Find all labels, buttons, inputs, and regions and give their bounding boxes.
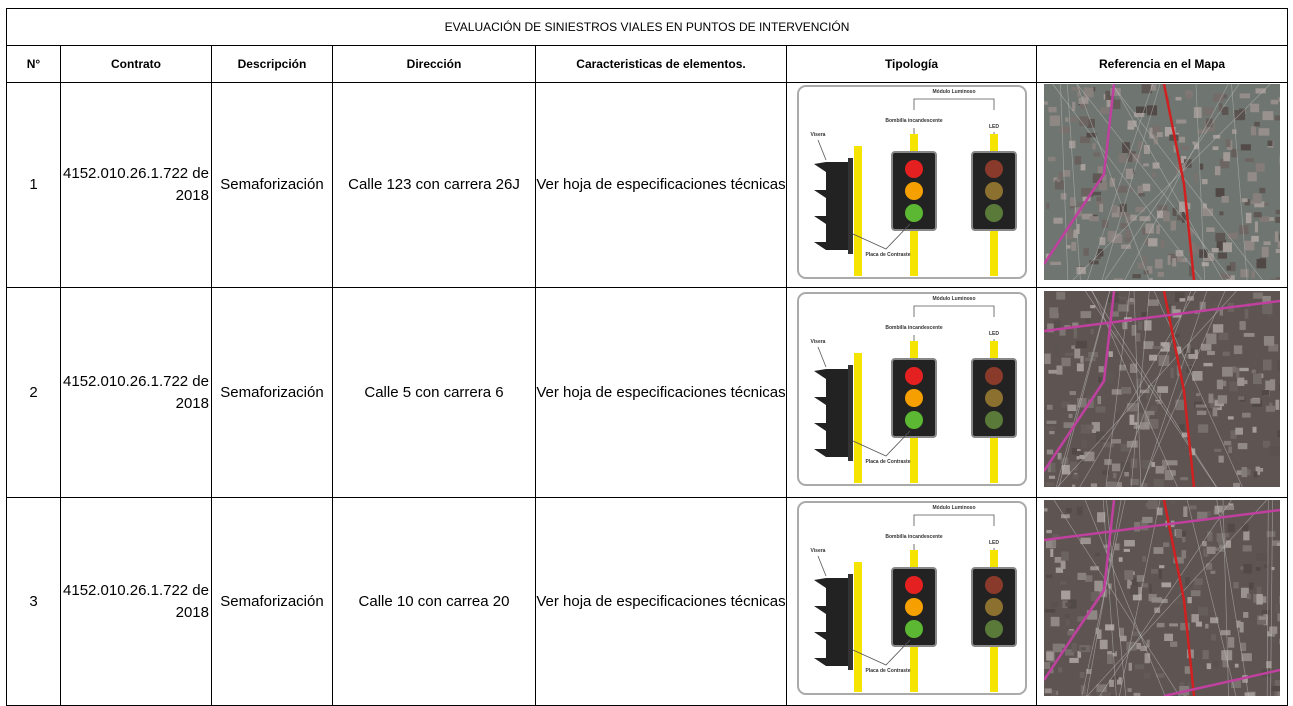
contract: 4152.010.26.1.722 de 2018: [61, 288, 212, 498]
traffic-light-diagram: Módulo Luminoso Bombilla incandescente L…: [796, 291, 1028, 487]
column-header: Contrato: [61, 46, 212, 83]
diagram-label: Bombilla incandescente: [885, 118, 942, 124]
map-image: [1044, 84, 1280, 280]
diagram-label: Bombilla incandescente: [885, 534, 942, 540]
diagram-label: Visera: [810, 548, 825, 554]
typology-cell: Módulo Luminoso Bombilla incandescente L…: [787, 498, 1037, 706]
diagram-label: Visera: [810, 132, 825, 138]
typology-cell: Módulo Luminoso Bombilla incandescente L…: [787, 83, 1037, 288]
diagram-label: Placa de Contraste: [865, 668, 910, 674]
column-header: Tipología: [787, 46, 1037, 83]
column-header: N°: [7, 46, 61, 83]
diagram-label: Bombilla incandescente: [885, 325, 942, 331]
map-image: [1044, 291, 1280, 487]
row-number: 1: [7, 83, 61, 288]
characteristics: Ver hoja de especificaciones técnicas: [536, 288, 787, 498]
diagram-label: Módulo Luminoso: [932, 296, 975, 302]
map-cell: [1037, 83, 1288, 288]
address: Calle 123 con carrera 26J: [333, 83, 536, 288]
contract: 4152.010.26.1.722 de 2018: [61, 498, 212, 706]
column-header: Dirección: [333, 46, 536, 83]
row-number: 2: [7, 288, 61, 498]
map-image: [1044, 500, 1280, 696]
characteristics: Ver hoja de especificaciones técnicas: [536, 83, 787, 288]
description: Semaforización: [212, 498, 333, 706]
diagram-label: Módulo Luminoso: [932, 505, 975, 511]
diagram-label: LED: [989, 124, 999, 130]
address: Calle 5 con carrera 6: [333, 288, 536, 498]
traffic-light-diagram: Módulo Luminoso Bombilla incandescente L…: [796, 500, 1028, 696]
table-title: EVALUACIÓN DE SINIESTROS VIALES EN PUNTO…: [7, 9, 1288, 46]
diagram-label: Placa de Contraste: [865, 459, 910, 465]
column-header: Caracteristicas de elementos.: [536, 46, 787, 83]
column-header: Descripción: [212, 46, 333, 83]
diagram-label: Módulo Luminoso: [932, 89, 975, 95]
diagram-label: Visera: [810, 339, 825, 345]
diagram-label: LED: [989, 540, 999, 546]
contract: 4152.010.26.1.722 de 2018: [61, 83, 212, 288]
description: Semaforización: [212, 83, 333, 288]
column-header: Referencia en el Mapa: [1037, 46, 1288, 83]
characteristics: Ver hoja de especificaciones técnicas: [536, 498, 787, 706]
map-cell: [1037, 498, 1288, 706]
description: Semaforización: [212, 288, 333, 498]
table: EVALUACIÓN DE SINIESTROS VIALES EN PUNTO…: [6, 8, 1288, 706]
traffic-light-diagram: Módulo Luminoso Bombilla incandescente L…: [796, 84, 1028, 280]
row-number: 3: [7, 498, 61, 706]
diagram-label: LED: [989, 331, 999, 337]
map-cell: [1037, 288, 1288, 498]
address: Calle 10 con carrea 20: [333, 498, 536, 706]
typology-cell: Módulo Luminoso Bombilla incandescente L…: [787, 288, 1037, 498]
diagram-label: Placa de Contraste: [865, 252, 910, 258]
